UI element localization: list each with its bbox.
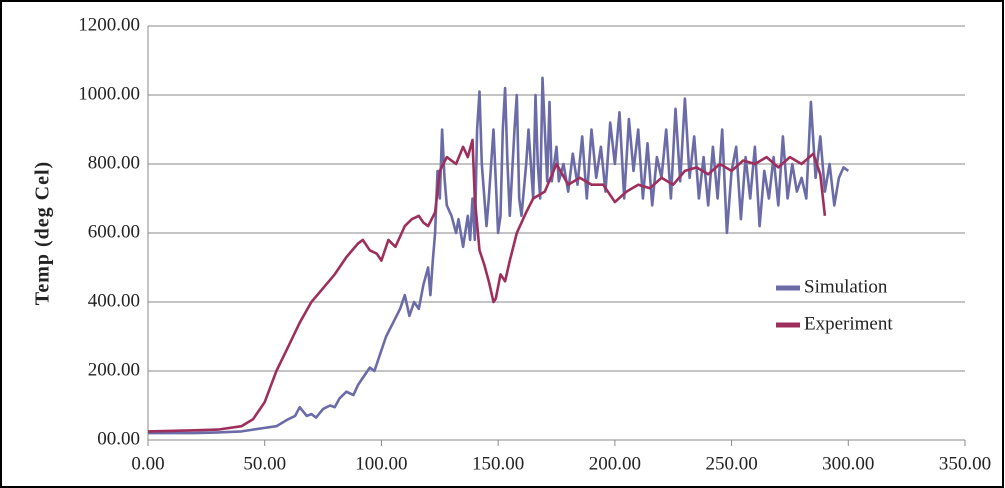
y-tick-label: 200.00 [88, 359, 140, 380]
y-tick-label: 400.00 [88, 290, 140, 311]
y-tick-label: 600.00 [88, 221, 140, 242]
y-tick-label: 800.00 [88, 152, 140, 173]
y-tick-label: 1000.00 [78, 83, 140, 104]
y-tick-label: 1200.00 [78, 14, 140, 35]
line-series [148, 76, 850, 435]
x-tick-label: 50.00 [243, 453, 286, 474]
legend-label: Experiment [804, 313, 893, 334]
x-tick-label: 300.00 [822, 453, 874, 474]
y-axis-label: Temp (deg Cel) [32, 161, 54, 305]
legend-label: Simulation [804, 276, 888, 297]
x-tick-label: 100.00 [355, 453, 407, 474]
x-tick-label: 250.00 [705, 453, 757, 474]
x-tick-label: 200.00 [589, 453, 641, 474]
y-tick-label: 00.00 [97, 428, 140, 449]
x-tick-label: 0.00 [131, 453, 164, 474]
line-series [147, 138, 827, 433]
x-tick-label: 150.00 [472, 453, 524, 474]
x-tick-label: 350.00 [939, 453, 991, 474]
